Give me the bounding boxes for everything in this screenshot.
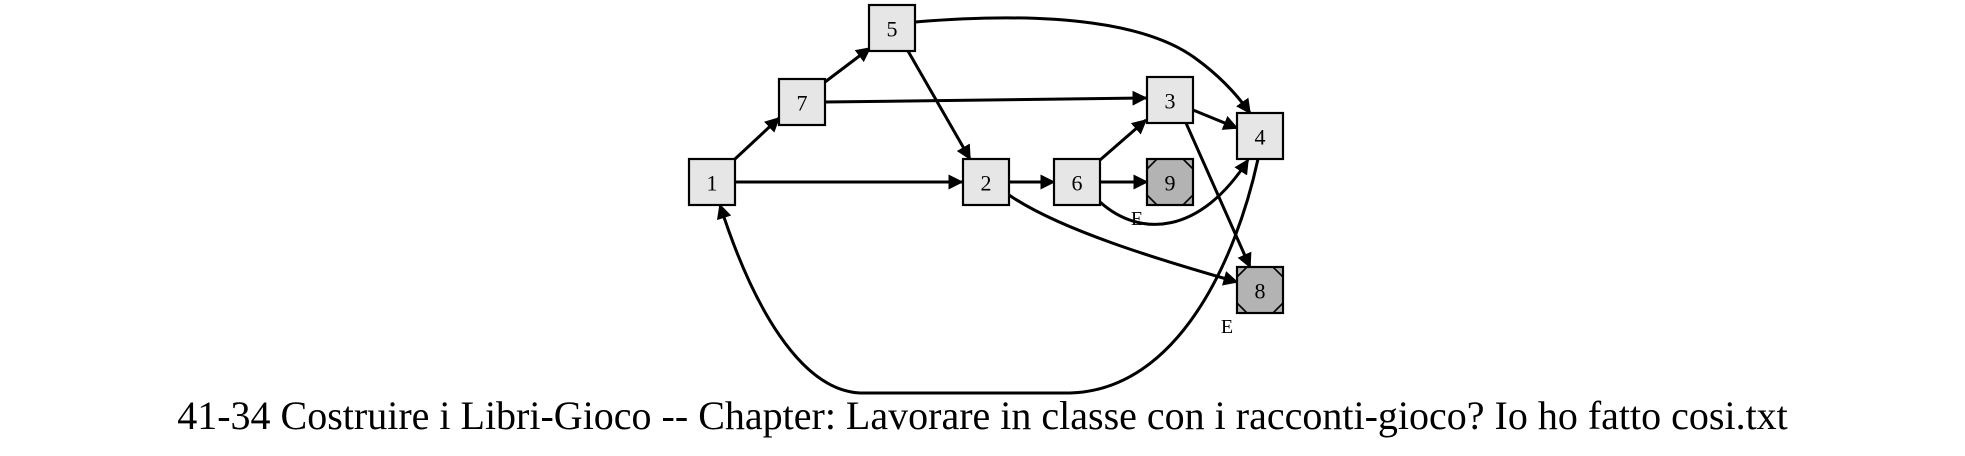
- node-4-box: [1235, 111, 1285, 161]
- node-4-label: 4: [1255, 125, 1266, 150]
- node-2: 2: [961, 157, 1011, 207]
- node-7-box: [777, 77, 827, 127]
- edge-1-to-7: [733, 116, 781, 161]
- node-9-label: 9: [1165, 171, 1176, 196]
- edge-5-to-4: [914, 16, 1252, 115]
- node-5: 5: [867, 3, 917, 53]
- node-8-box: [1235, 265, 1285, 315]
- edge-3-to-8: [1184, 122, 1252, 269]
- node-5-box: [867, 3, 917, 53]
- node-1-label: 1: [707, 171, 718, 196]
- node-8-end-marker: E: [1221, 316, 1233, 338]
- node-9-end-marker: E: [1131, 208, 1143, 230]
- edge-6-to-4: [1098, 158, 1250, 226]
- node-7-label: 7: [797, 91, 808, 116]
- node-6: 6: [1052, 157, 1102, 207]
- node-1-box: [687, 157, 737, 207]
- edge-3-to-4: [1192, 108, 1239, 130]
- node-9: 9E: [1131, 157, 1195, 230]
- end-node-corner: [1236, 266, 1248, 278]
- edge-6-to-3: [1099, 118, 1148, 162]
- node-7: 7: [777, 77, 827, 127]
- edge-7-to-3: [824, 90, 1148, 106]
- end-node-corner: [1146, 194, 1158, 206]
- node-3-box: [1145, 75, 1195, 125]
- node-8: 8E: [1221, 265, 1285, 338]
- node-3-label: 3: [1165, 89, 1176, 114]
- node-8-label: 8: [1255, 279, 1266, 304]
- node-5-label: 5: [887, 17, 898, 42]
- node-4: 4: [1235, 111, 1285, 161]
- node-6-box: [1052, 157, 1102, 207]
- end-node-corner: [1146, 158, 1158, 170]
- node-2-label: 2: [981, 171, 992, 196]
- end-node-corner: [1182, 158, 1194, 170]
- node-1: 1: [687, 157, 737, 207]
- end-node-corner: [1272, 266, 1284, 278]
- edge-2-to-8: [1008, 193, 1239, 286]
- node-2-box: [961, 157, 1011, 207]
- end-node-corner: [1182, 194, 1194, 206]
- end-node-corner: [1272, 302, 1284, 314]
- edge-5-to-2: [906, 50, 972, 161]
- end-node-corner: [1236, 302, 1248, 314]
- node-9-box: [1145, 157, 1195, 207]
- diagram-caption: 41-34 Costruire i Libri-Gioco -- Chapter…: [177, 393, 1788, 438]
- node-3: 3: [1145, 75, 1195, 125]
- node-6-label: 6: [1072, 171, 1083, 196]
- edge-4-to-1: [716, 158, 1260, 395]
- edge-7-to-5: [824, 46, 872, 84]
